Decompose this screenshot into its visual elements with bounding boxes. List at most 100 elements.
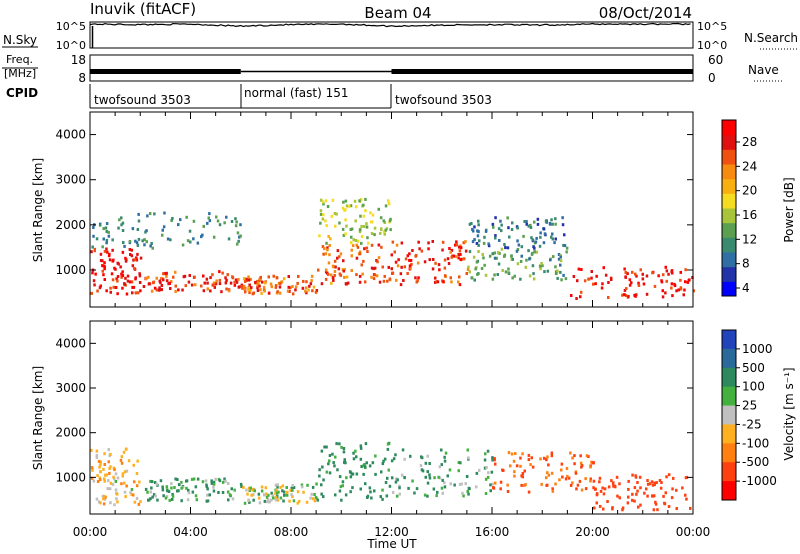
power-cell [590, 270, 593, 273]
velocity-cell [664, 491, 667, 495]
velocity-cell [253, 489, 256, 493]
power-cell [559, 259, 563, 263]
velocity-cell [648, 482, 652, 486]
power-cell [645, 292, 649, 296]
power-cell [411, 249, 414, 252]
power-cell [104, 226, 108, 230]
velocity-cell [638, 475, 642, 479]
power-cell [249, 288, 252, 292]
power-cell [400, 265, 403, 269]
power-cell [177, 223, 180, 227]
velocity-colorbar-step [722, 348, 736, 369]
power-cell [330, 281, 333, 285]
power-cell [314, 290, 318, 294]
velocity-cell [276, 491, 279, 495]
velocity-cell [658, 479, 662, 482]
velocity-cell [96, 480, 100, 483]
velocity-cell [315, 482, 318, 486]
noise-line [89, 22, 691, 28]
power-cell [192, 219, 196, 223]
velocity-cell [115, 492, 119, 496]
velocity-cell [631, 473, 634, 477]
power-cell [272, 274, 275, 278]
velocity-cell [343, 460, 346, 464]
velocity-cell [458, 482, 462, 486]
power-cell [431, 240, 434, 243]
power-cell [274, 284, 278, 288]
noise-left-label: N.Sky [3, 33, 37, 47]
velocity-cell [396, 478, 399, 482]
freq-left-unit: [MHz] [4, 67, 36, 80]
power-cell [373, 266, 377, 270]
power-cell [345, 275, 349, 279]
velocity-cell [314, 495, 318, 499]
power-cell [322, 252, 325, 256]
power-cell [484, 229, 488, 233]
power-cell [492, 225, 495, 229]
power-cell [434, 280, 437, 284]
velocity-cell [381, 462, 385, 466]
velocity-cell [598, 480, 601, 484]
velocity-cell [156, 498, 159, 502]
power-cell [174, 270, 177, 274]
velocity-cell [165, 495, 169, 498]
power-cell [342, 200, 345, 204]
velocity-cell [371, 461, 375, 465]
power-cell [236, 242, 239, 246]
velocity-cell [343, 458, 346, 462]
velocity-cell [462, 494, 465, 498]
power-cell [478, 239, 481, 243]
power-cell [322, 202, 325, 206]
power-data-layer [90, 197, 695, 300]
velocity-cell [580, 464, 584, 468]
power-cell [105, 238, 109, 242]
power-cell [209, 289, 212, 293]
power-cell [435, 280, 438, 284]
velocity-cell [599, 489, 603, 493]
velocity-colorbar-tick: 500 [742, 361, 765, 375]
power-cell [235, 220, 238, 224]
velocity-cell [171, 493, 174, 496]
power-cell [189, 240, 192, 244]
velocity-cell [394, 480, 398, 484]
velocity-cell [391, 476, 394, 480]
velocity-cell [459, 461, 462, 465]
power-cell [101, 259, 104, 263]
power-cell [170, 280, 173, 284]
velocity-cell [206, 487, 209, 491]
power-cell [258, 284, 261, 288]
velocity-cell [195, 498, 199, 502]
velocity-cell [615, 475, 619, 479]
velocity-colorbar-tick: 100 [742, 380, 765, 394]
velocity-cell [368, 486, 372, 490]
power-cell [377, 207, 380, 211]
power-cell [91, 271, 94, 275]
power-cell [470, 276, 474, 280]
power-cell [116, 275, 120, 278]
power-cell [215, 215, 218, 219]
power-cell [546, 269, 550, 273]
velocity-cell [325, 470, 329, 474]
power-cell [322, 213, 325, 217]
velocity-cell [125, 484, 128, 488]
power-cell [165, 279, 169, 283]
power-cell [550, 235, 553, 239]
power-cell [101, 245, 104, 249]
velocity-cell [381, 488, 384, 492]
power-cell [417, 240, 420, 244]
velocity-cell [631, 492, 634, 496]
power-cell [538, 244, 542, 248]
power-cell [675, 289, 678, 293]
power-cell [494, 234, 497, 238]
velocity-cell [114, 488, 118, 492]
power-cell [323, 247, 326, 251]
velocity-cell [239, 482, 243, 486]
power-cell [466, 268, 470, 271]
power-cell [111, 248, 114, 252]
power-cell [686, 280, 690, 284]
power-cell [664, 291, 667, 295]
velocity-cell [415, 487, 419, 491]
velocity-cell [161, 485, 164, 489]
power-colorbar-tick: 16 [742, 208, 757, 222]
power-cell [256, 289, 260, 292]
